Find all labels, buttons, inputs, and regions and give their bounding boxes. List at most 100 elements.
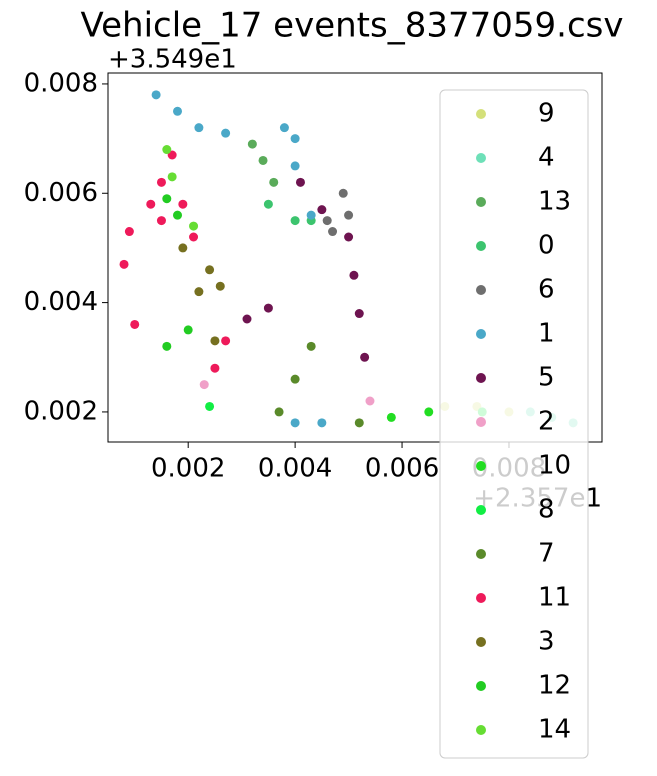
point (178, 243, 188, 253)
point (274, 407, 284, 417)
point (386, 412, 396, 422)
point (269, 177, 279, 187)
legend-label: 3 (538, 627, 555, 657)
legend-marker (476, 197, 486, 207)
point (424, 407, 434, 417)
y-tick-label: 0.008 (24, 68, 98, 98)
point (199, 380, 209, 390)
legend-marker (476, 417, 486, 427)
point (146, 199, 156, 209)
point (210, 363, 220, 373)
point (317, 205, 327, 215)
legend-label: 1 (538, 319, 555, 349)
point (189, 221, 199, 231)
point (290, 161, 300, 171)
point (279, 123, 289, 133)
legend-marker (476, 109, 486, 119)
point (247, 139, 257, 149)
point (349, 270, 359, 280)
point (328, 227, 338, 237)
point (162, 145, 172, 155)
legend-label: 7 (538, 539, 555, 569)
point (344, 232, 354, 242)
point (215, 281, 225, 291)
point (156, 177, 166, 187)
x-tick-label: 0.002 (151, 454, 225, 484)
point (162, 194, 172, 204)
x-tick-label: 0.006 (365, 454, 439, 484)
plot-frame (107, 72, 603, 443)
legend-marker (476, 373, 486, 383)
point (242, 314, 252, 324)
legend-marker (476, 285, 486, 295)
legend-marker (476, 725, 486, 735)
point (173, 106, 183, 116)
point (263, 199, 273, 209)
point (189, 232, 199, 242)
point (365, 396, 375, 406)
point (210, 336, 220, 346)
legend-label: 2 (538, 407, 555, 437)
point (317, 418, 327, 428)
point (263, 303, 273, 313)
point (354, 309, 364, 319)
legend-label: 14 (538, 715, 571, 745)
legend-label: 6 (538, 275, 555, 305)
legend-label: 9 (538, 99, 555, 129)
point (344, 210, 354, 220)
legend-marker (476, 593, 486, 603)
legend-label: 8 (538, 495, 555, 525)
point (167, 172, 177, 182)
point (119, 259, 129, 269)
legend-label: 12 (538, 671, 571, 701)
point (258, 155, 268, 165)
y-tick-label: 0.002 (24, 396, 98, 426)
chart-title: Vehicle_17 events_8377059.csv (81, 6, 624, 46)
legend-marker (476, 461, 486, 471)
point (178, 199, 188, 209)
point (221, 128, 231, 138)
point (156, 216, 166, 226)
point (354, 418, 364, 428)
point (290, 374, 300, 384)
point (151, 90, 161, 100)
point (183, 325, 193, 335)
point (124, 227, 134, 237)
point (360, 352, 370, 362)
legend-marker (476, 681, 486, 691)
legend-box (439, 89, 589, 759)
legend-marker (476, 153, 486, 163)
legend-marker (476, 329, 486, 339)
point (194, 123, 204, 133)
legend-label: 0 (538, 231, 555, 261)
legend-marker (476, 505, 486, 515)
point (205, 401, 215, 411)
point (290, 216, 300, 226)
point (173, 210, 183, 220)
legend-marker (476, 637, 486, 647)
y-offset-label: +3.549e1 (108, 45, 237, 75)
point (162, 341, 172, 351)
legend-marker (476, 241, 486, 251)
point (306, 341, 316, 351)
point (130, 319, 140, 329)
y-tick-label: 0.004 (24, 287, 98, 317)
legend-label: 5 (538, 363, 555, 393)
point (290, 418, 300, 428)
legend-label: 13 (538, 187, 571, 217)
point (295, 177, 305, 187)
point (221, 336, 231, 346)
point (205, 265, 215, 275)
legend-label: 10 (538, 451, 571, 481)
point (194, 287, 204, 297)
legend-label: 11 (538, 583, 571, 613)
legend-marker (476, 549, 486, 559)
point (290, 134, 300, 144)
y-tick-label: 0.006 (24, 178, 98, 208)
x-tick-label: 0.004 (258, 454, 332, 484)
point (322, 216, 332, 226)
legend-label: 4 (538, 143, 555, 173)
point (338, 188, 348, 198)
